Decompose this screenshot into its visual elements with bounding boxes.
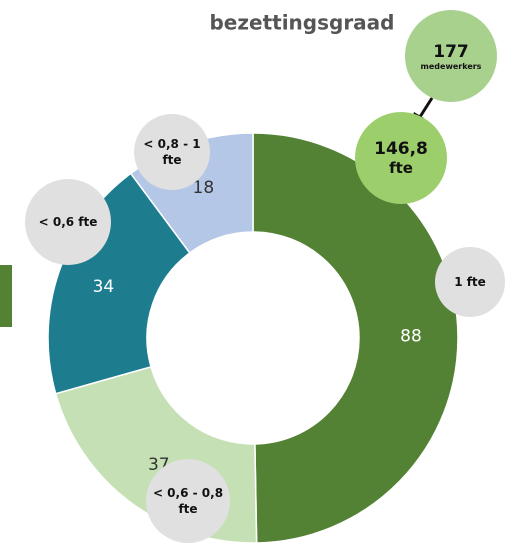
category-label: 1 fte bbox=[435, 247, 505, 317]
value-label: 34 bbox=[93, 277, 115, 297]
annotation-text: 146,8 bbox=[374, 139, 428, 159]
category-label: < 0,6 fte bbox=[25, 179, 111, 265]
annotation-subtext: medewerkers bbox=[420, 61, 482, 71]
chart-title: bezettingsgraad bbox=[209, 11, 394, 35]
annotation-bubble: 177 medewerkers bbox=[405, 10, 497, 102]
legend-swatch bbox=[0, 265, 12, 327]
annotation-subtext: fte bbox=[389, 159, 413, 177]
category-label: < 0,6 - 0,8 fte bbox=[146, 459, 230, 543]
value-label: 18 bbox=[193, 178, 215, 198]
value-label: 88 bbox=[400, 327, 422, 347]
donut-segment bbox=[252, 132, 459, 543]
category-label: < 0,8 - 1 fte bbox=[134, 114, 210, 190]
annotation-text: 177 bbox=[433, 41, 469, 62]
annotation-bubble: 146,8 fte bbox=[355, 112, 447, 204]
